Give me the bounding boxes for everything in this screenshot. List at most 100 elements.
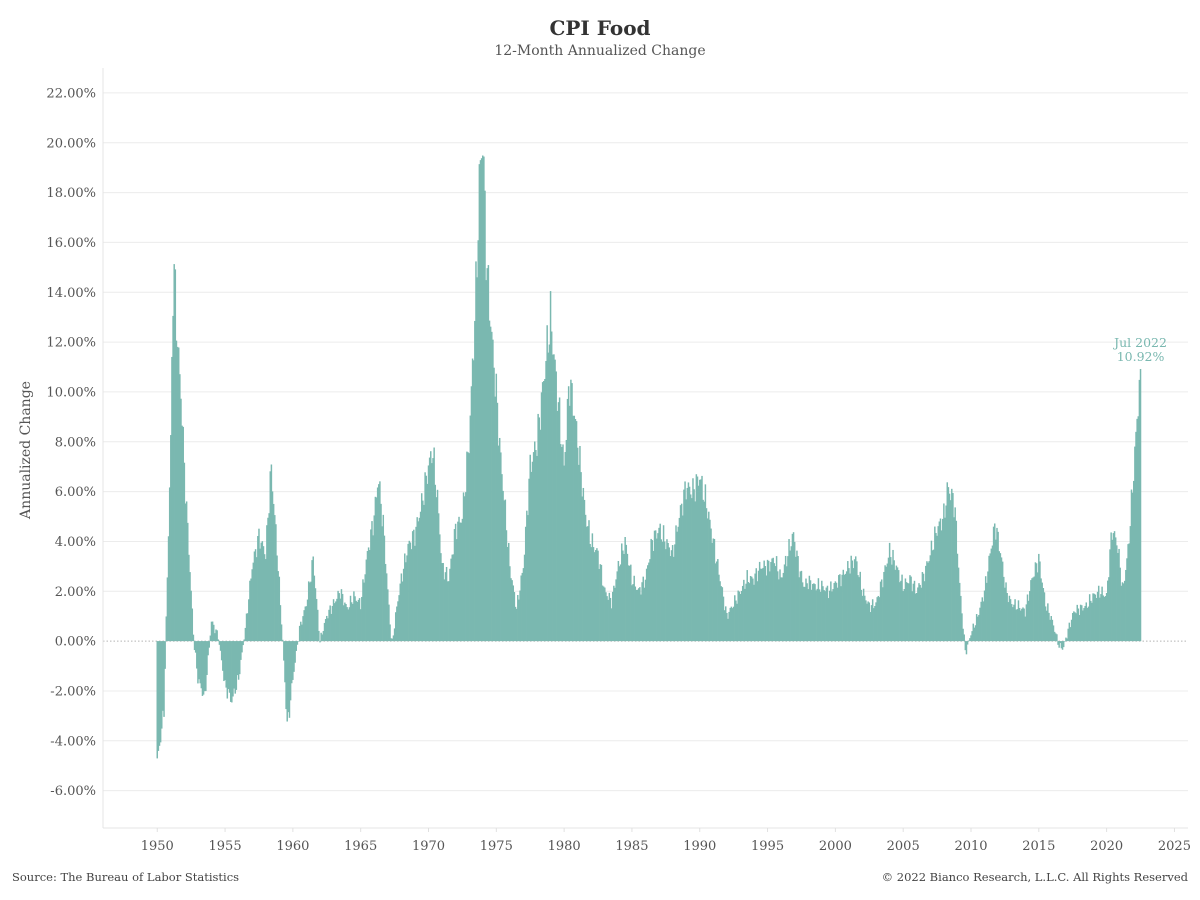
data-bar <box>208 641 210 648</box>
x-tick-label: 1990 <box>683 839 716 854</box>
data-bar <box>420 493 423 642</box>
data-bar <box>1091 602 1093 642</box>
data-bar <box>886 563 889 642</box>
data-bar <box>1135 431 1137 642</box>
data-bar <box>233 641 235 689</box>
data-bar <box>899 582 901 642</box>
data-bar <box>1092 593 1094 642</box>
data-bar <box>520 575 522 642</box>
data-bar <box>419 511 422 642</box>
data-bar <box>1099 597 1101 642</box>
data-bar <box>1015 609 1017 642</box>
data-bar <box>1000 557 1003 642</box>
data-bar <box>832 589 834 642</box>
data-bar <box>498 437 501 642</box>
data-bar <box>1136 418 1138 642</box>
data-bar <box>1030 580 1032 642</box>
data-bar <box>243 639 246 642</box>
data-bar <box>679 505 682 642</box>
data-bar <box>909 575 911 642</box>
data-bar <box>410 549 413 642</box>
data-bar <box>402 568 405 642</box>
data-bar <box>901 574 903 642</box>
data-bar <box>921 572 924 642</box>
data-bar <box>319 641 321 643</box>
data-bar <box>999 553 1002 642</box>
data-bar <box>792 532 795 642</box>
data-bar <box>1014 599 1016 642</box>
data-bar <box>912 583 915 642</box>
data-bar <box>695 474 698 642</box>
data-bar <box>648 562 650 642</box>
data-bar <box>581 496 583 642</box>
data-bar <box>1114 537 1117 642</box>
data-bar <box>691 498 693 642</box>
data-bar <box>1138 379 1141 642</box>
data-bar <box>663 541 666 642</box>
data-bar <box>179 374 181 642</box>
data-bar <box>667 542 669 642</box>
data-bar <box>519 590 521 642</box>
data-bar <box>805 578 807 642</box>
data-bar <box>1076 604 1078 642</box>
data-bar <box>494 396 496 642</box>
data-bar <box>793 541 796 642</box>
data-bar <box>842 569 845 642</box>
data-bar <box>413 529 415 642</box>
data-bar <box>1045 610 1048 642</box>
data-bar <box>656 538 658 642</box>
data-bar <box>549 291 552 642</box>
data-bar <box>573 415 576 642</box>
data-bar <box>816 588 819 642</box>
copyright-note: © 2022 Bianco Research, L.L.C. All Right… <box>881 870 1188 884</box>
data-bar <box>453 529 456 642</box>
data-bar <box>295 641 298 651</box>
data-bar <box>408 540 411 642</box>
data-bar <box>324 618 327 642</box>
data-bar <box>588 520 590 642</box>
data-bar <box>193 641 196 651</box>
data-bar <box>1113 531 1116 642</box>
data-bar <box>717 559 719 642</box>
data-bar <box>647 565 649 642</box>
data-bar <box>835 582 838 642</box>
data-bar <box>509 566 511 642</box>
data-bar <box>934 526 936 642</box>
data-bar <box>332 599 335 642</box>
data-bar <box>353 591 355 642</box>
data-bar <box>486 268 489 642</box>
data-bar <box>258 528 260 642</box>
annotation-value-label: 10.92% <box>1117 349 1165 364</box>
data-bar <box>920 587 923 642</box>
data-bar <box>1130 489 1133 642</box>
data-bar <box>714 563 717 642</box>
y-tick-label: -6.00% <box>50 784 96 799</box>
data-bar <box>191 608 194 642</box>
data-bar <box>749 575 752 642</box>
data-bar <box>341 593 344 642</box>
data-bar <box>281 639 284 642</box>
data-bar <box>479 160 482 642</box>
data-bar <box>657 533 659 642</box>
data-bar <box>1053 631 1056 642</box>
data-bar <box>738 591 741 642</box>
data-bar <box>740 590 743 642</box>
data-bar <box>1127 544 1129 642</box>
data-bar <box>439 534 441 642</box>
data-bar <box>357 599 360 642</box>
data-bar <box>628 565 631 642</box>
data-bar <box>293 641 295 672</box>
data-bar <box>1085 602 1088 642</box>
data-bar <box>1128 543 1130 642</box>
data-bar <box>712 538 715 642</box>
data-bar <box>462 492 465 642</box>
data-bar <box>1083 608 1085 642</box>
data-bar <box>1018 607 1021 642</box>
data-bar <box>315 598 318 642</box>
data-bar <box>737 590 739 642</box>
data-bar <box>428 457 431 642</box>
data-bar <box>879 581 882 642</box>
data-bar <box>1110 532 1112 642</box>
data-bar <box>706 518 709 642</box>
data-bar <box>630 564 632 642</box>
